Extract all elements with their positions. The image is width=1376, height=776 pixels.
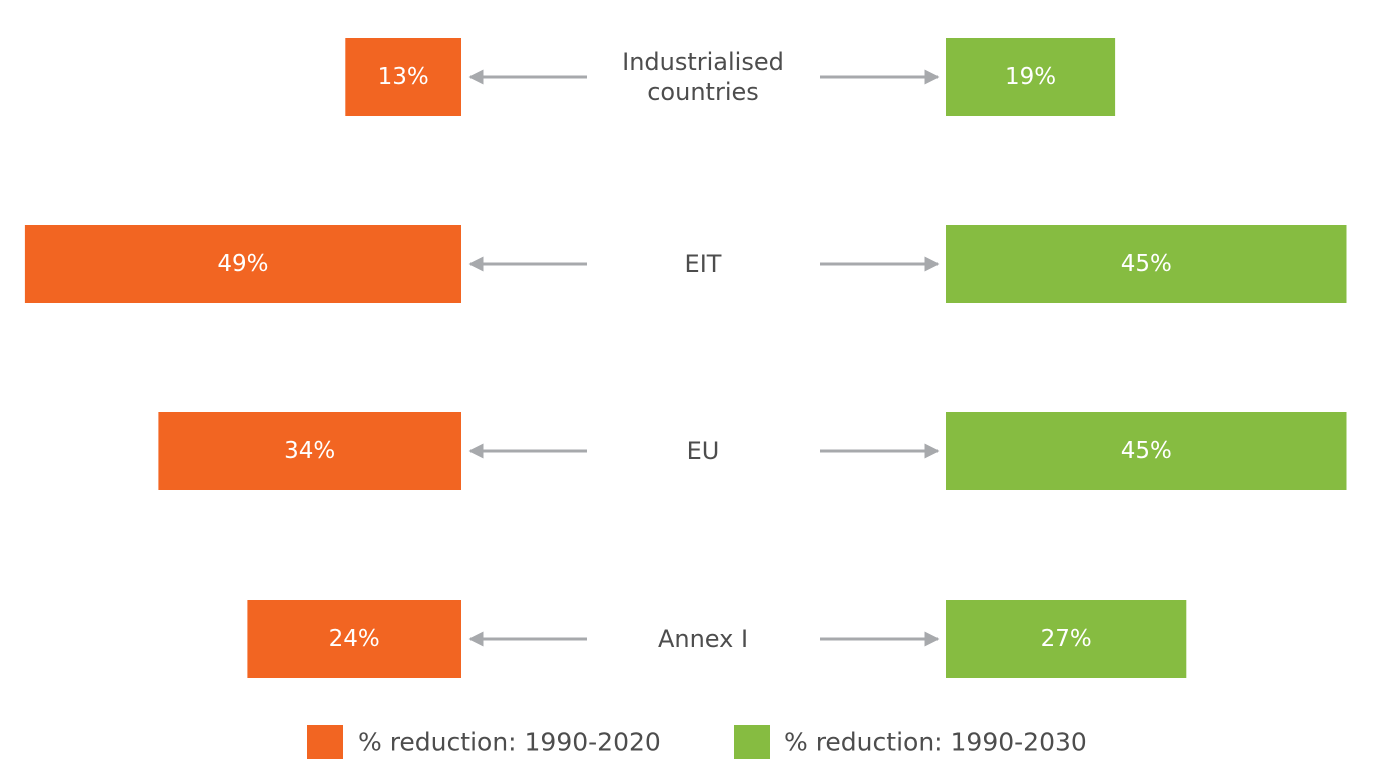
bar-label-right-1: 45% [1121,251,1172,277]
bar-label-left-0: 13% [378,64,429,90]
legend-swatch-0 [307,725,343,759]
bar-right-1 [946,225,1347,303]
bar-right-3 [946,600,1187,678]
legend-label-0: % reduction: 1990-2020 [358,728,661,757]
category-label-3: Annex I [658,625,748,653]
bar-label-right-0: 19% [1005,64,1056,90]
chart-rows: 13% 19% Industrialised countries 49% 45% EIT 34… [24,38,1347,678]
bar-left-0 [345,38,461,116]
legend-swatch-1 [734,725,770,759]
bar-left-1 [24,225,462,303]
category-label-1: EIT [685,250,722,278]
legend: % reduction: 1990-2020 % reduction: 1990-… [307,725,1087,759]
bar-label-right-2: 45% [1121,438,1172,464]
bar-right-2 [946,412,1347,490]
bar-label-left-1: 49% [217,251,268,277]
bar-label-left-2: 34% [284,438,335,464]
bar-left-2 [158,412,461,490]
legend-label-1: % reduction: 1990-2030 [784,728,1087,757]
category-label-2: EU [687,437,720,465]
bar-label-right-3: 27% [1041,626,1092,652]
category-label-0: Industrialised countries [622,48,784,106]
bar-left-3 [247,600,461,678]
bar-label-left-3: 24% [329,626,380,652]
bar-right-0 [946,38,1116,116]
